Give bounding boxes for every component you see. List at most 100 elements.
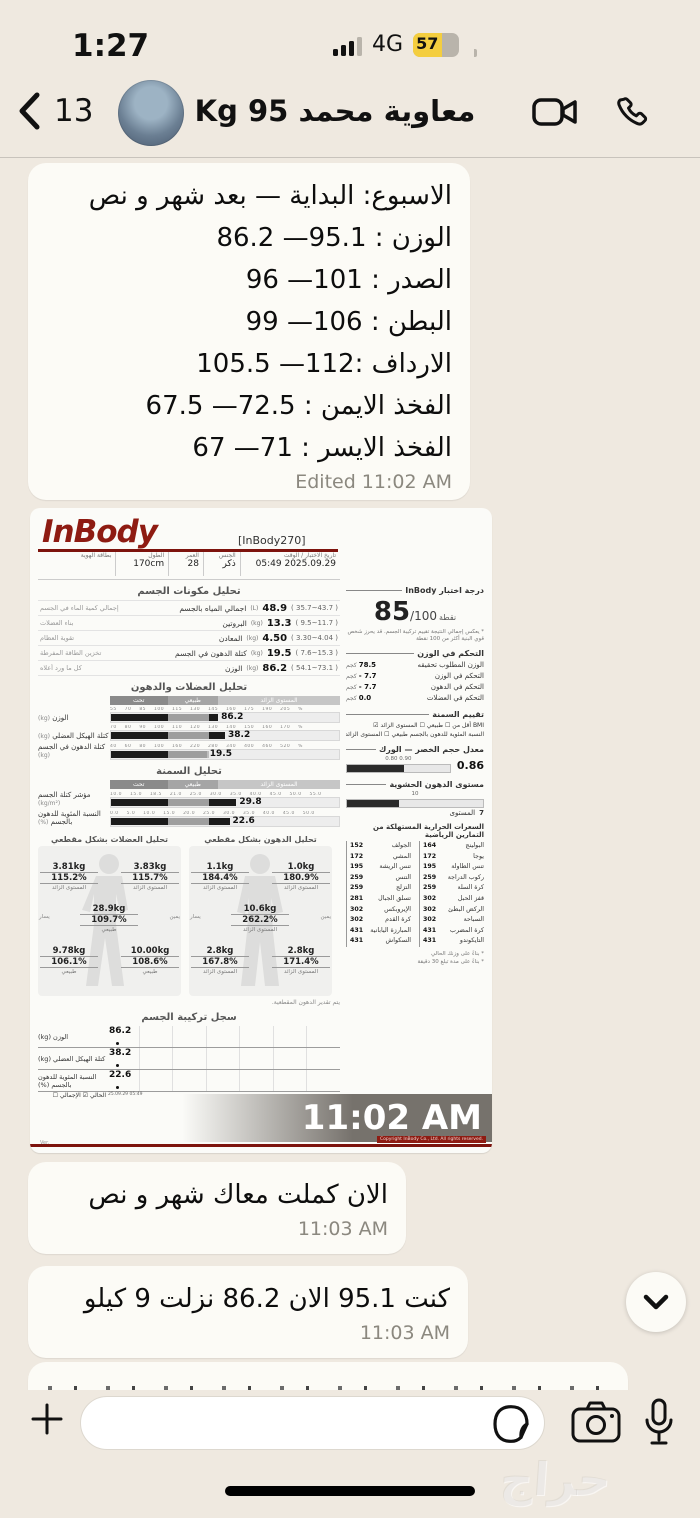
segmental-lean-panel: تحليل العضلات بشكل مقطعي يسار يمين 3.81k… — [38, 831, 181, 996]
bar-label: كتلة الدهون في الجسم — [38, 743, 106, 751]
vfl-value-label: المستوى — [449, 809, 476, 817]
exercise-label: الركض البطئ — [448, 905, 484, 913]
back-chevron-icon — [18, 92, 40, 130]
seg-value-pct: 108.6% — [121, 957, 179, 968]
exercise-label: تسلق الجبال — [378, 894, 411, 902]
exercise-kcal: 431 — [419, 925, 436, 937]
clock: 1:27 — [72, 28, 150, 64]
report-left-column: تاريخ الاختبار / الوقت 2025.09.29 05:49 ا… — [38, 550, 340, 1106]
comp-value: 48.9 — [262, 602, 288, 614]
comp-label: الوزن — [225, 663, 243, 673]
comp-desc: كل ما ورد أعلاه — [40, 664, 82, 672]
comp-range: ( 7.6~15.3 ) — [295, 649, 339, 657]
message-bubble-month-complete[interactable]: الان كملت معاك شهر و نص 11:03 AM — [28, 1162, 406, 1254]
comp-value: 19.5 — [266, 647, 292, 659]
message-bubble-weight-loss[interactable]: كنت 95.1 الان 86.2 نزلت 9 كيلو 11:03 AM — [28, 1266, 468, 1358]
seg-value-kg: 2.8kg — [191, 946, 249, 957]
bar-label: كتلة الهيكل العضلي — [52, 732, 109, 740]
bar-weight — [111, 714, 219, 721]
video-call-button[interactable] — [530, 92, 580, 136]
whr-title: معدل حجم الخصر — الورك — [346, 745, 484, 754]
score-denominator: /100 — [410, 609, 437, 623]
side-label-left: يسار — [190, 914, 201, 920]
message-bubble-measurements[interactable]: الاسبوع: البداية — بعد شهر و نص الوزن : … — [28, 163, 470, 500]
body-silhouette — [237, 854, 283, 986]
exercise-label: كرة القدم — [385, 916, 411, 924]
contact-avatar[interactable] — [118, 80, 184, 146]
contact-name[interactable]: معاوية محمد Kg 95 — [194, 94, 476, 128]
history-date: 25.09.29 05:49 — [108, 1092, 143, 1097]
history-legend: الحالي ☑ الإجمالي ☐ — [52, 1092, 106, 1099]
seg-value-kg: 2.8kg — [272, 946, 330, 957]
scroll-to-bottom-button[interactable] — [626, 1272, 686, 1332]
section-title-obesity: تحليل السمنة — [156, 766, 222, 777]
seg-value-pct: 167.8% — [191, 957, 249, 968]
vfl-title: مستوى الدهون الحشوية — [346, 780, 484, 789]
bar-normal-range — [168, 714, 210, 721]
comp-range: ( 35.7~43.7 ) — [291, 604, 338, 612]
report-right-column: درجة اختبار InBody نقطة 85/100 * يعكس إجم… — [346, 580, 484, 966]
side-label-right: يمين — [320, 914, 331, 920]
body-composition-table: إجمالي كمية الماء في الجسم اجمالي المياه … — [38, 600, 340, 676]
exercise-label: الإيروبكس — [384, 905, 411, 913]
comp-unit: (kg) — [250, 619, 263, 627]
bar-value: 86.2 — [221, 712, 244, 722]
history-value: 22.6 — [109, 1070, 132, 1080]
seg-level: المستوى الزائد — [51, 885, 87, 891]
exercise-label: ركوب الدراجة — [447, 873, 484, 881]
exercise-kcal: 164 — [419, 841, 436, 852]
bar-label: الوزن — [52, 714, 69, 722]
band-under: تحت — [110, 780, 168, 789]
history-value: 86.2 — [109, 1026, 132, 1036]
wc-unit: كجم — [346, 695, 357, 702]
comp-unit: (kg) — [246, 634, 259, 642]
exercise-kcal: 302 — [346, 904, 363, 916]
bar-normal-range — [168, 732, 210, 739]
whr-gauge — [346, 764, 451, 773]
camera-button[interactable] — [570, 1400, 622, 1448]
weight-control-title: التحكم في الوزن — [346, 649, 484, 658]
plus-icon — [31, 1403, 63, 1435]
wc-value: 78.5 — [358, 661, 377, 669]
comp-desc: تقوية العظام — [40, 634, 75, 642]
seg-value-kg: 3.83kg — [121, 862, 179, 873]
cellular-signal-icon — [332, 34, 362, 56]
bar-ticks: 10.0 15.0 18.5 21.0 25.0 30.0 35.0 40.0 … — [110, 792, 322, 797]
comp-unit: (kg) — [246, 664, 259, 672]
exercise-kcal: 302 — [346, 915, 363, 926]
whr-marks: 0.80 0.90 — [385, 756, 412, 762]
message-input[interactable] — [80, 1396, 545, 1450]
battery-icon: 57 — [413, 32, 459, 57]
back-button[interactable]: 13 — [18, 92, 93, 130]
exercise-label: البولينج — [465, 842, 484, 849]
mic-button[interactable] — [642, 1398, 676, 1450]
obesity-eval-title: تقييم السمنة — [346, 710, 484, 719]
seg-level: المستوى الزائد — [283, 969, 319, 975]
exercise-label: تنس الطاولة — [451, 863, 484, 871]
message-timestamp: 11:03 AM — [297, 1218, 388, 1240]
chart-band-header: تحت طبيعي المستوى الزائد — [110, 696, 340, 705]
vfl-gauge — [346, 799, 484, 808]
sticker-button[interactable] — [492, 1404, 530, 1448]
seg-level: المستوى الزائد — [283, 885, 319, 891]
comp-range: ( 9.5~11.7 ) — [295, 619, 339, 627]
exercise-label: يوجا — [473, 852, 484, 860]
comp-desc: تخزين الطاقة المفرطة — [40, 649, 102, 657]
obesity-chart: تحت طبيعي المستوى الزائد مؤشر كتلة الجسم… — [38, 780, 340, 827]
whr-value: 0.86 — [456, 758, 484, 772]
inbody-report-image[interactable]: InBody [InBody270] تاريخ الاختبار / الوق… — [30, 508, 492, 1153]
score-value: 85 — [373, 597, 411, 627]
voice-call-button[interactable] — [612, 94, 652, 138]
seg-value-pct: 184.4% — [191, 873, 249, 884]
message-line: الفخذ الايسر : 71— 67 — [192, 433, 452, 463]
comp-desc: إجمالي كمية الماء في الجسم — [40, 604, 119, 612]
wc-unit: كجم — [346, 673, 357, 680]
attach-button[interactable] — [22, 1394, 72, 1444]
wc-unit: كجم — [346, 662, 357, 669]
seg-value-pct: 171.4% — [272, 957, 330, 968]
inbody-model-label: [InBody270] — [238, 534, 306, 547]
composer-bar — [0, 1390, 700, 1518]
info-label: الطول — [148, 552, 165, 559]
exercise-kcal: 172 — [419, 851, 436, 863]
